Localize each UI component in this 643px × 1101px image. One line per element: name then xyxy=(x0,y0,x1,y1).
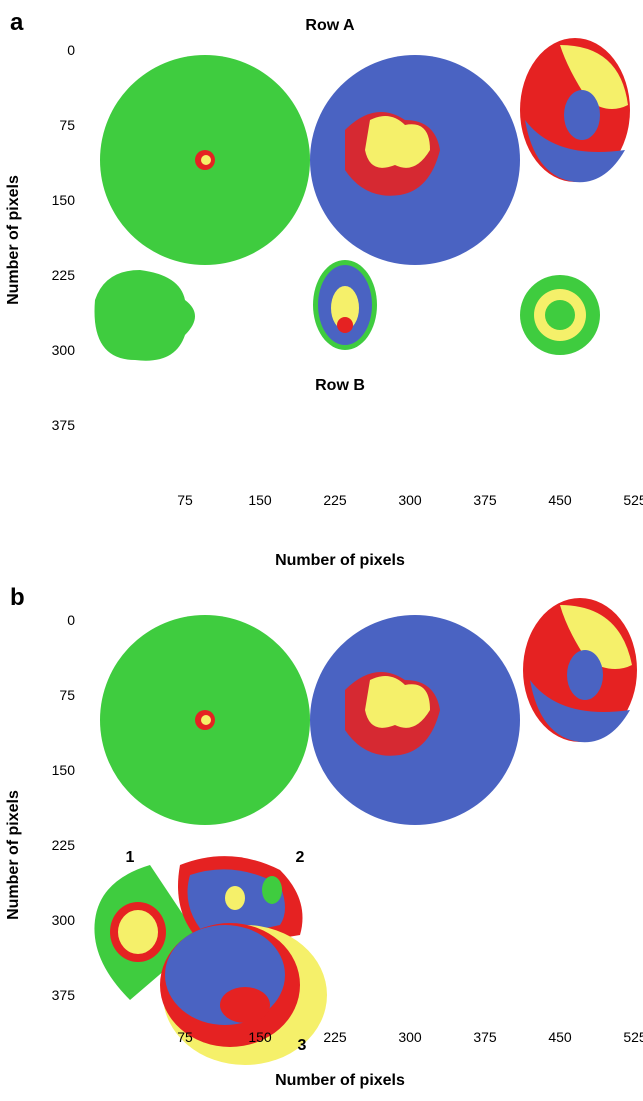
annotation: Row A xyxy=(305,17,355,34)
x-tick-label: 300 xyxy=(398,492,422,508)
panel-label: b xyxy=(10,584,25,611)
y-axis-title: Number of pixels xyxy=(5,175,22,305)
panel-a-images xyxy=(95,38,631,361)
x-axis-title: Number of pixels xyxy=(275,1072,405,1089)
x-tick-label: 150 xyxy=(248,1029,272,1045)
y-tick-label: 150 xyxy=(52,762,76,778)
x-axis-title: Number of pixels xyxy=(275,552,405,569)
x-tick-label: 150 xyxy=(248,492,272,508)
y-tick-label: 300 xyxy=(52,912,76,928)
panel-b-images xyxy=(94,598,637,1065)
y-tick-label: 225 xyxy=(52,267,76,283)
annotation: 1 xyxy=(126,849,135,866)
y-tick-label: 75 xyxy=(59,117,75,133)
x-tick-label: 75 xyxy=(177,1029,193,1045)
figure: a07515022530037575150225300375450525Numb… xyxy=(0,0,643,1096)
y-tick-label: 0 xyxy=(67,612,75,628)
x-tick-label: 225 xyxy=(323,1029,347,1045)
x-tick-label: 375 xyxy=(473,1029,497,1045)
panel-label: a xyxy=(10,9,24,36)
y-tick-label: 150 xyxy=(52,192,76,208)
x-tick-label: 300 xyxy=(398,1029,422,1045)
x-tick-label: 375 xyxy=(473,492,497,508)
x-tick-label: 225 xyxy=(323,492,347,508)
x-tick-label: 450 xyxy=(548,492,572,508)
y-tick-label: 0 xyxy=(67,42,75,58)
y-axis-title: Number of pixels xyxy=(5,790,22,920)
annotation: Row B xyxy=(315,377,365,394)
annotation: 2 xyxy=(296,849,305,866)
x-tick-label: 525 xyxy=(623,492,643,508)
x-tick-label: 75 xyxy=(177,492,193,508)
x-tick-label: 450 xyxy=(548,1029,572,1045)
x-tick-label: 525 xyxy=(623,1029,643,1045)
y-tick-label: 375 xyxy=(52,987,76,1003)
y-tick-label: 75 xyxy=(59,687,75,703)
y-tick-label: 300 xyxy=(52,342,76,358)
y-tick-label: 375 xyxy=(52,417,76,433)
y-tick-label: 225 xyxy=(52,837,76,853)
annotation: 3 xyxy=(298,1037,307,1054)
